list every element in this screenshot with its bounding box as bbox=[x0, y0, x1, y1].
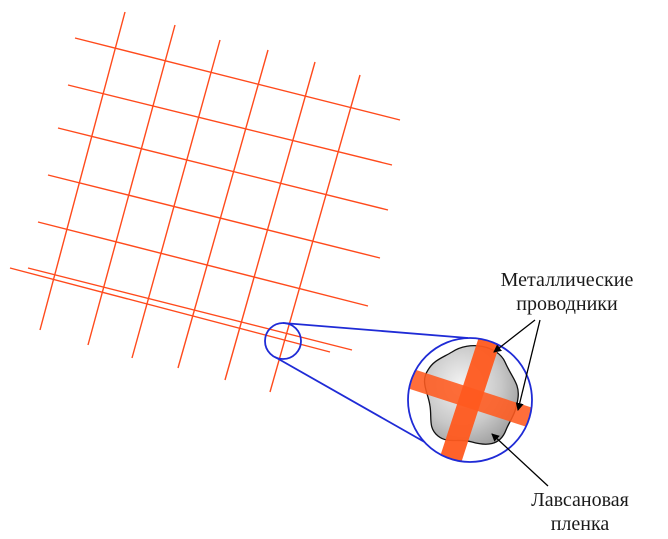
callout-arrows bbox=[491, 319, 549, 487]
grid-wire-h bbox=[27, 267, 353, 351]
grid-wire-h bbox=[8, 268, 335, 357]
grid-wire-v bbox=[177, 49, 269, 369]
lavsan-film-label-line2: пленка bbox=[550, 513, 610, 535]
grid-wire-v bbox=[131, 39, 221, 359]
grid-wire-h bbox=[37, 221, 369, 307]
metal-conductors-label-line1: Металлические bbox=[500, 269, 634, 291]
magnified-circle bbox=[407, 337, 533, 463]
magnifier-line-top bbox=[282, 322, 469, 339]
metal-conductors-label-line2: проводники bbox=[516, 293, 618, 315]
arrow-to-lavsan-film bbox=[491, 433, 549, 487]
grid-wire-h bbox=[9, 267, 331, 353]
grid-wire-h bbox=[47, 174, 381, 259]
grid-wire-h bbox=[74, 37, 401, 121]
conductor-strip-vertical bbox=[434, 338, 506, 462]
grid-wire-h bbox=[67, 84, 393, 166]
grid-wire-v bbox=[87, 24, 176, 346]
grid-wire-h bbox=[57, 127, 389, 211]
grid-wire-v bbox=[269, 74, 361, 393]
lavsan-film-label: Лавсановая пленка bbox=[500, 488, 660, 536]
metal-conductors-label: Металлические проводники bbox=[482, 268, 652, 316]
arrow-to-vertical-conductor bbox=[493, 319, 536, 353]
arrow-to-horizontal-conductor bbox=[515, 319, 541, 411]
lavsan-film-label-line1: Лавсановая bbox=[531, 489, 629, 511]
wire-grid bbox=[8, 11, 401, 393]
magnifier-source-circle bbox=[264, 322, 302, 360]
magnified-view bbox=[408, 338, 532, 462]
grid-wire-v bbox=[39, 11, 126, 331]
grid-wire-v bbox=[224, 61, 316, 381]
